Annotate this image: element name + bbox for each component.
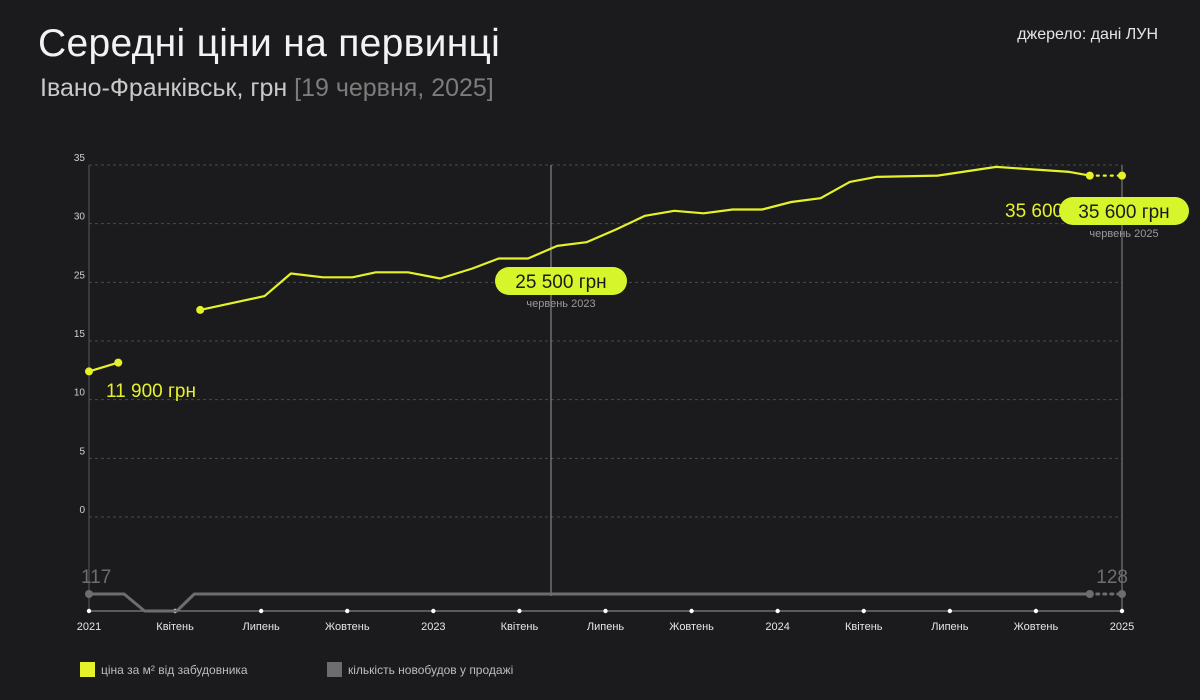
- price-endpoint-dot: [196, 305, 205, 314]
- x-tick-label: Жовтень: [1014, 621, 1059, 633]
- x-tick-dot: [603, 608, 608, 614]
- x-tick-dot: [1119, 608, 1125, 614]
- count-line-segment: [87, 592, 1092, 613]
- y-tick-label: 30: [74, 212, 86, 223]
- x-tick-dot: [258, 608, 264, 614]
- x-tick-dot: [431, 608, 436, 614]
- chart-subtitle: Івано-Франківськ, грн [19 червня, 2025]: [40, 74, 494, 103]
- legend-price-swatch: [80, 662, 95, 677]
- price-endpoint-dot: [1118, 171, 1126, 180]
- x-tick-dot: [86, 608, 92, 614]
- y-tick-label: 35: [74, 153, 86, 164]
- x-tick-label: 2021: [77, 621, 101, 633]
- price-end-date-label: червень 2025: [1089, 228, 1158, 240]
- price-endpoint-dot: [1085, 171, 1094, 180]
- subtitle-date: [19 червня, 2025]: [294, 74, 494, 102]
- legend-count: кількість новобудов у продажі: [327, 662, 513, 677]
- x-tick-label: Липень: [243, 621, 281, 633]
- x-tick-dot: [517, 608, 522, 614]
- legend-count-label: кількість новобудов у продажі: [348, 662, 514, 677]
- subtitle-city: Івано-Франківськ, грн: [40, 74, 288, 102]
- price-endpoint-dot: [85, 367, 93, 376]
- x-tick-label: Липень: [587, 621, 625, 633]
- price-line-segment: [199, 165, 1091, 311]
- price-mid-value-label: 25 500 грн: [515, 272, 606, 293]
- price-end-value-label: 35 600 грн: [1078, 202, 1169, 223]
- price-mid-date-label: червень 2023: [526, 298, 595, 310]
- y-tick-label: 10: [74, 388, 86, 399]
- count-value-label: 128: [1096, 567, 1128, 588]
- x-tick-dot: [947, 608, 953, 614]
- y-tick-label: 5: [79, 446, 85, 457]
- chart-title: Середні ціни на первинці: [38, 22, 501, 65]
- count-endpoint-dot: [85, 590, 93, 598]
- x-tick-label: Квітень: [845, 621, 883, 633]
- x-tick-dot: [861, 608, 866, 614]
- x-tick-label: 2023: [421, 621, 445, 633]
- x-tick-label: 2025: [1110, 621, 1134, 633]
- price-line-segment: [87, 361, 120, 373]
- y-tick-label: 0: [79, 505, 85, 516]
- legend-count-swatch: [327, 662, 342, 677]
- x-tick-dot: [689, 608, 694, 614]
- x-tick-label: Липень: [931, 621, 969, 633]
- x-tick-label: Жовтень: [669, 621, 714, 633]
- legend-price-label: ціна за м² від забудовника: [101, 662, 248, 677]
- source-note: джерело: дані ЛУН: [1017, 26, 1158, 43]
- count-endpoint-dot: [1118, 590, 1126, 598]
- y-tick-label: 15: [74, 329, 86, 340]
- x-tick-dot: [345, 608, 350, 614]
- price-end-pill: [1059, 197, 1189, 225]
- legend-price: ціна за м² від забудовника: [80, 662, 248, 677]
- x-tick-label: Квітень: [501, 621, 539, 633]
- count-value-label: 117: [81, 567, 111, 588]
- price-value-label: 11 900 грн: [106, 381, 196, 402]
- x-tick-dot: [1033, 608, 1039, 614]
- x-tick-label: 2024: [765, 621, 789, 633]
- price-endpoint-dot: [114, 358, 123, 367]
- x-tick-dot: [775, 608, 780, 614]
- y-tick-label: 25: [74, 270, 86, 281]
- x-tick-label: Квітень: [156, 621, 194, 633]
- x-tick-label: Жовтень: [325, 621, 370, 633]
- price-mid-pill: [495, 267, 627, 295]
- count-endpoint-dot: [1085, 590, 1094, 598]
